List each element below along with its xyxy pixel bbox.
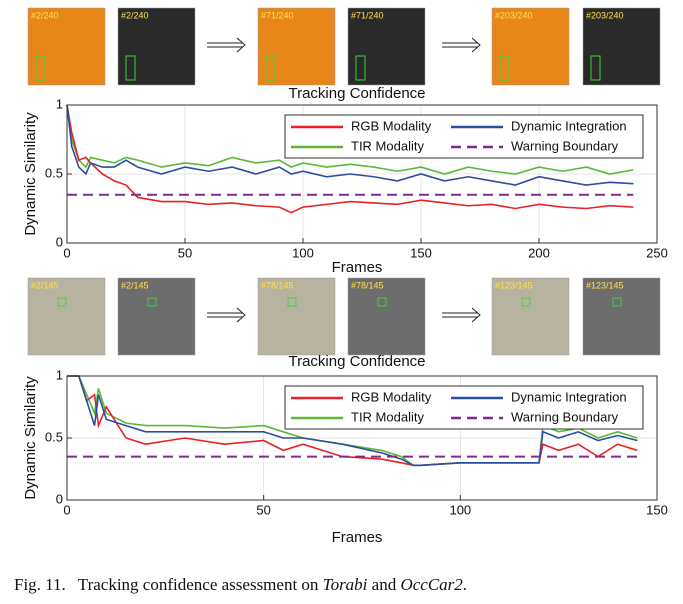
target-box bbox=[147, 297, 157, 307]
target-box bbox=[287, 297, 297, 307]
caption-text: OccCar2 bbox=[400, 575, 463, 594]
thumbnail bbox=[257, 7, 336, 86]
plot-frame bbox=[66, 375, 658, 501]
caption-text: Torabi bbox=[323, 575, 368, 594]
x-tick-label: 150 bbox=[646, 502, 668, 517]
legend-box bbox=[284, 114, 644, 159]
thumbnail bbox=[582, 7, 661, 86]
target-box bbox=[499, 55, 510, 81]
thumbnail bbox=[27, 7, 106, 86]
y-tick-label: 0.5 bbox=[45, 429, 63, 444]
legend-label: Warning Boundary bbox=[511, 138, 619, 153]
plot-frame bbox=[66, 104, 658, 244]
caption: Fig. 11. Tracking confidence assessment o… bbox=[14, 575, 467, 594]
y-axis-label: Dynamic Similarity bbox=[22, 376, 39, 500]
caption-text: . bbox=[463, 575, 467, 594]
series-line bbox=[66, 104, 634, 214]
frame-label: #203/240 bbox=[495, 10, 533, 20]
frame-label: #2/145 bbox=[121, 280, 149, 290]
legend-label: RGB Modality bbox=[351, 118, 432, 133]
chart-title: Tracking Confidence bbox=[288, 85, 425, 102]
frame-label: #78/145 bbox=[351, 280, 384, 290]
target-box bbox=[590, 55, 601, 81]
frame-label: #123/145 bbox=[495, 280, 533, 290]
target-box bbox=[355, 55, 366, 81]
target-box bbox=[57, 297, 67, 307]
target-box bbox=[521, 297, 531, 307]
x-axis-label: Frames bbox=[332, 529, 383, 546]
target-box bbox=[265, 55, 276, 81]
y-axis-label: Dynamic Similarity bbox=[22, 112, 39, 236]
thumbnail bbox=[117, 277, 196, 356]
thumbnail bbox=[347, 277, 426, 356]
frame-label: #2/240 bbox=[31, 10, 59, 20]
legend-label: RGB Modality bbox=[351, 389, 432, 404]
target-box bbox=[612, 297, 622, 307]
frame-label: #78/145 bbox=[261, 280, 294, 290]
y-tick-label: 0 bbox=[56, 234, 63, 249]
x-axis-label: Frames bbox=[332, 259, 383, 276]
y-tick-label: 0.5 bbox=[45, 165, 63, 180]
x-tick-label: 100 bbox=[449, 502, 471, 517]
x-tick-label: 0 bbox=[63, 245, 70, 260]
thumbnail bbox=[582, 277, 661, 356]
caption-label: Fig. 11. bbox=[14, 575, 66, 594]
legend-box bbox=[284, 385, 644, 430]
legend-label: Dynamic Integration bbox=[511, 389, 627, 404]
x-tick-label: 150 bbox=[410, 245, 432, 260]
x-tick-label: 250 bbox=[646, 245, 668, 260]
caption-text: and bbox=[367, 575, 400, 594]
x-tick-label: 0 bbox=[63, 502, 70, 517]
thumbnail bbox=[491, 277, 570, 356]
arrows bbox=[207, 37, 481, 323]
target-box bbox=[125, 55, 136, 81]
thumbnail bbox=[27, 277, 106, 356]
series-line bbox=[67, 375, 638, 467]
frame-label: #71/240 bbox=[351, 10, 384, 20]
series-line bbox=[66, 104, 634, 186]
thumbnail bbox=[491, 7, 570, 86]
frame-label: #123/145 bbox=[586, 280, 624, 290]
x-tick-label: 50 bbox=[256, 502, 270, 517]
frame-label: #2/240 bbox=[121, 10, 149, 20]
frame-label: #2/145 bbox=[31, 280, 59, 290]
thumbnail bbox=[257, 277, 336, 356]
legend-label: TIR Modality bbox=[351, 138, 424, 153]
caption-text: Tracking confidence assessment on bbox=[78, 575, 323, 594]
y-tick-label: 0 bbox=[56, 491, 63, 506]
series-line bbox=[66, 104, 634, 175]
x-tick-label: 50 bbox=[178, 245, 192, 260]
legend-label: Dynamic Integration bbox=[511, 118, 627, 133]
target-box bbox=[377, 297, 387, 307]
chart-title: Tracking Confidence bbox=[288, 353, 425, 370]
frame-label: #203/240 bbox=[586, 10, 624, 20]
legend-label: Warning Boundary bbox=[511, 409, 619, 424]
x-tick-label: 100 bbox=[292, 245, 314, 260]
y-tick-label: 1 bbox=[56, 367, 63, 382]
thumbnail bbox=[347, 7, 426, 86]
legend-label: TIR Modality bbox=[351, 409, 424, 424]
y-tick-label: 1 bbox=[56, 96, 63, 111]
frame-label: #71/240 bbox=[261, 10, 294, 20]
x-tick-label: 200 bbox=[528, 245, 550, 260]
thumbnail bbox=[117, 7, 196, 86]
target-box bbox=[35, 55, 46, 81]
